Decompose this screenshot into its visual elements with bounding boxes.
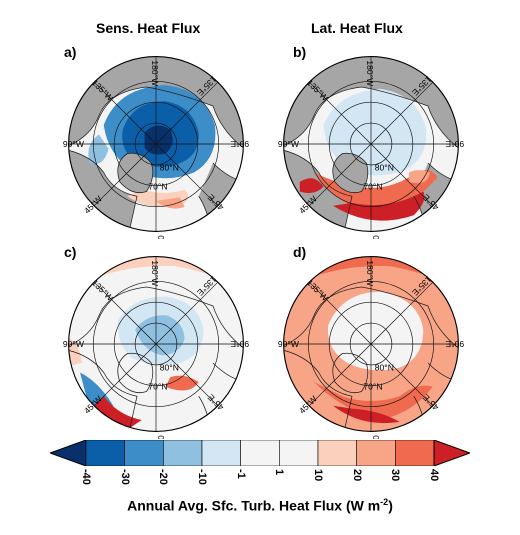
colorbar-segment: [395, 440, 435, 466]
lon-180-label: 180°W: [150, 60, 160, 87]
panel-label-c: c): [64, 244, 77, 260]
lon-0-label: 0°E: [156, 235, 166, 239]
map-panel-a: 180°W135°W135°E90°W90°E45°W45°E0°E70°N80…: [63, 56, 249, 239]
lat-80-label: 80°N: [375, 363, 394, 373]
lon-90w-label: 90°W: [63, 339, 85, 349]
map-panel-b: 180°W135°W135°E90°W90°E45°W45°E0°E70°N80…: [278, 56, 464, 239]
lat-70-label: 70°N: [363, 182, 382, 192]
panel-label-a: a): [64, 44, 77, 60]
colorbar-extend-high: [433, 440, 470, 466]
colorbar-tick-label: 20: [350, 469, 363, 482]
title-sensible-heat-flux: Sens. Heat Flux: [96, 20, 201, 36]
colorbar-tick-label: 1: [273, 469, 286, 476]
lat-70-label: 70°N: [363, 382, 382, 392]
colorbar-extend-low: [50, 440, 87, 466]
colorbar-tick-label: 30: [389, 469, 402, 482]
colorbar-segment: [201, 440, 241, 466]
colorbar-segment: [85, 440, 125, 466]
map-panel-c: 180°W135°W135°E90°W90°E45°W45°E0°E70°N80…: [63, 256, 249, 439]
lon-180-label: 180°W: [150, 260, 160, 287]
lat-70-label: 70°N: [148, 382, 167, 392]
title-latent-heat-flux: Lat. Heat Flux: [311, 20, 403, 36]
colorbar-segment: [124, 440, 164, 466]
lon-180-label: 180°W: [365, 60, 375, 87]
colorbar-tick-label: 10: [312, 469, 324, 482]
panel-label-b: b): [293, 44, 307, 60]
lat-80-label: 80°N: [160, 163, 179, 173]
lat-80-label: 80°N: [160, 363, 179, 373]
lon-90e-label: 90°E: [445, 139, 464, 149]
colorbar-tick-label: -30: [118, 469, 131, 485]
colorbar-title: Annual Avg. Sfc. Turb. Heat Flux (W m-2): [127, 497, 393, 514]
lon-90e-label: 90°E: [230, 139, 249, 149]
lon-180-label: 180°W: [365, 260, 375, 287]
colorbar-segment: [356, 440, 396, 466]
lat-70-label: 70°N: [148, 182, 167, 192]
lon-0-label: 0°E: [156, 435, 166, 439]
colorbar-tick-label: -40: [80, 469, 92, 485]
colorbar-segment: [317, 440, 357, 466]
lat-80-label: 80°N: [375, 163, 394, 173]
colorbar-tick-label: -1: [234, 469, 247, 479]
panel-label-d: d): [293, 244, 307, 260]
lon-0-label: 0°E: [371, 235, 381, 239]
colorbar-tick-label: -10: [196, 469, 208, 485]
lon-90e-label: 90°E: [445, 339, 464, 349]
colorbar-segment: [240, 440, 280, 466]
map-panel-d: 180°W135°W135°E90°W90°E45°W45°E0°E70°N80…: [278, 256, 464, 439]
colorbar-segment: [163, 440, 203, 466]
lon-0-label: 0°E: [371, 435, 381, 439]
colorbar-segment: [279, 440, 319, 466]
lon-90w-label: 90°W: [63, 139, 85, 149]
lon-90e-label: 90°E: [230, 339, 249, 349]
colorbar-tick-label: 40: [428, 469, 440, 482]
lon-90w-label: 90°W: [278, 139, 300, 149]
lon-90w-label: 90°W: [278, 339, 300, 349]
colorbar-tick-label: -20: [157, 469, 170, 485]
colorbar: [50, 440, 470, 466]
